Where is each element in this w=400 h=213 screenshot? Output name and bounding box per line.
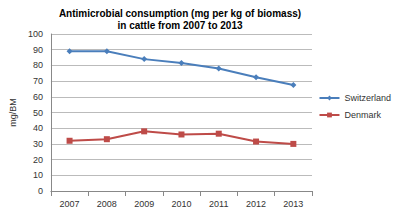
svg-text:Denmark: Denmark xyxy=(344,110,381,120)
svg-text:mg/BM: mg/BM xyxy=(8,98,18,127)
svg-text:2011: 2011 xyxy=(209,199,228,209)
svg-text:100: 100 xyxy=(28,29,43,39)
svg-text:90: 90 xyxy=(33,45,43,55)
svg-text:30: 30 xyxy=(33,139,43,149)
svg-text:Antimicrobial consumption (mg: Antimicrobial consumption (mg per kg of … xyxy=(59,8,301,19)
svg-text:10: 10 xyxy=(33,170,43,180)
svg-text:60: 60 xyxy=(33,92,43,102)
svg-text:2007: 2007 xyxy=(60,199,80,209)
svg-text:2010: 2010 xyxy=(171,199,191,209)
svg-text:50: 50 xyxy=(33,108,43,118)
svg-text:2012: 2012 xyxy=(246,199,266,209)
svg-text:Switzerland: Switzerland xyxy=(344,93,391,103)
svg-text:2009: 2009 xyxy=(134,199,154,209)
svg-text:70: 70 xyxy=(33,76,43,86)
svg-text:2008: 2008 xyxy=(97,199,117,209)
svg-text:in cattle from 2007 to 2013: in cattle from 2007 to 2013 xyxy=(117,20,242,31)
svg-text:0: 0 xyxy=(38,186,43,196)
svg-text:40: 40 xyxy=(33,123,43,133)
svg-text:20: 20 xyxy=(33,155,43,165)
svg-text:80: 80 xyxy=(33,60,43,70)
svg-text:2013: 2013 xyxy=(283,199,303,209)
